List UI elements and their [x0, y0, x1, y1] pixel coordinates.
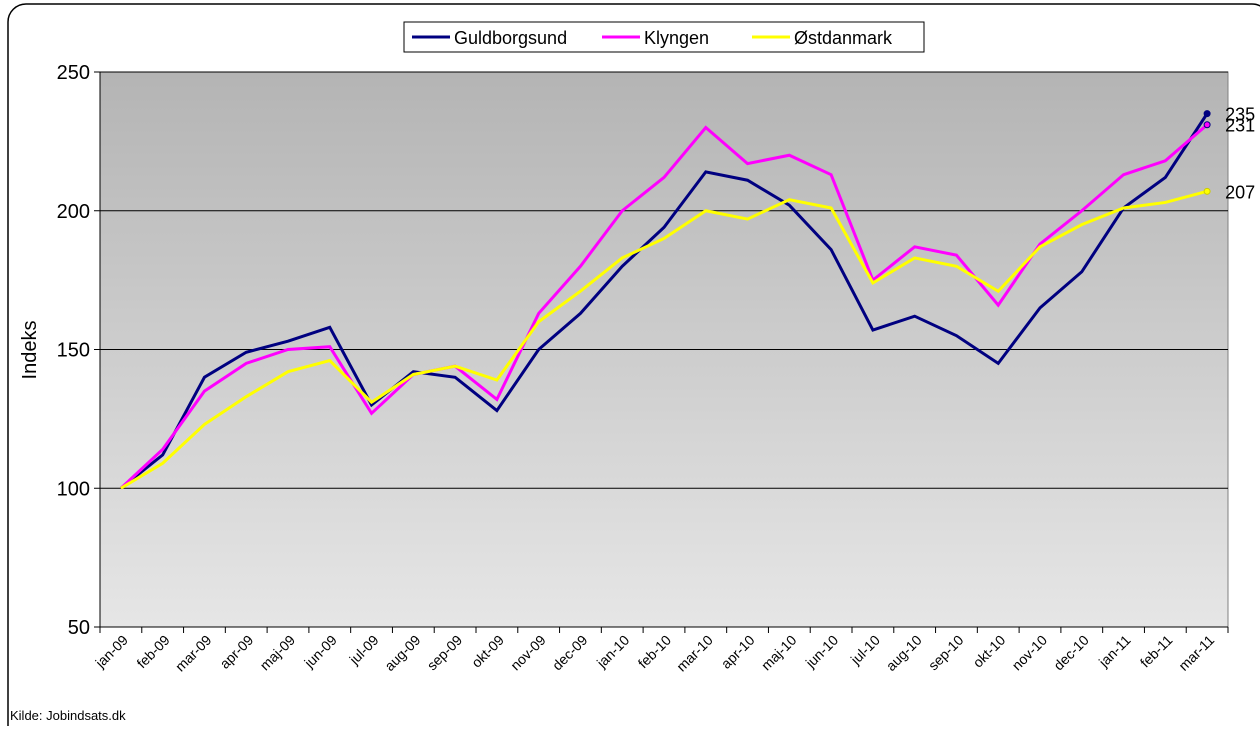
end-marker: [1203, 121, 1211, 129]
series-line: [119, 123, 1209, 490]
end-label: 231: [1225, 116, 1255, 136]
legend-label: Guldborgsund: [454, 28, 567, 48]
end-marker: [1203, 187, 1211, 195]
series-line: [119, 112, 1209, 490]
y-tick-label: 150: [57, 340, 90, 362]
end-marker: [1203, 110, 1211, 118]
legend-label: Østdanmark: [794, 28, 893, 48]
series-line: [120, 189, 1208, 490]
y-tick-label: 250: [57, 62, 90, 84]
legend-label: Klyngen: [644, 28, 709, 48]
y-tick-label: 100: [57, 478, 90, 500]
end-label: 207: [1225, 182, 1255, 202]
source: Kilde: Jobindsats.dk: [10, 708, 126, 723]
end-label: 235: [1225, 105, 1255, 125]
y-tick-label: 50: [68, 617, 90, 639]
y-axis-title: Indeks: [19, 321, 41, 380]
legend-box: [403, 21, 925, 53]
y-tick-label: 200: [57, 201, 90, 223]
